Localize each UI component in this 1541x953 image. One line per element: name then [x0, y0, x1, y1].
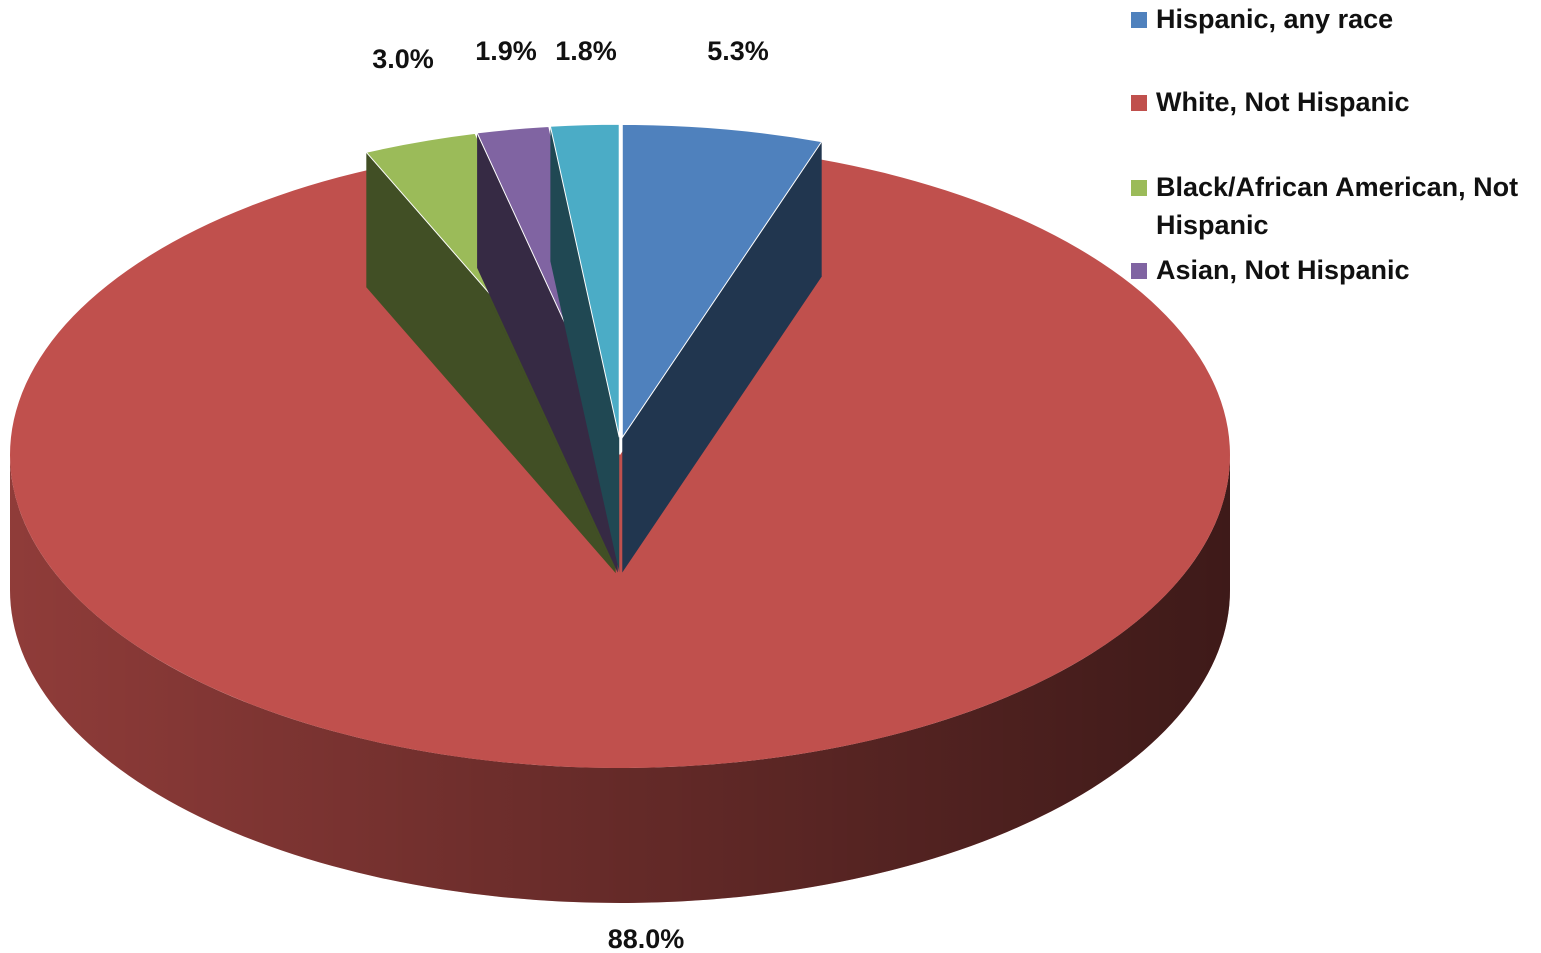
legend-label-black: Black/African American, Not Hispanic — [1156, 172, 1519, 240]
legend-item-asian: Asian, Not Hispanic — [1128, 251, 1410, 289]
legend-item-white: White, Not Hispanic — [1128, 83, 1410, 121]
legend-label-asian: Asian, Not Hispanic — [1156, 255, 1410, 285]
legend-label-white: White, Not Hispanic — [1156, 87, 1410, 117]
data-label-black: 3.0% — [372, 44, 434, 74]
data-label-white: 88.0% — [608, 924, 685, 953]
legend-label-hispanic: Hispanic, any race — [1156, 4, 1394, 34]
legend-swatch-asian — [1131, 263, 1147, 279]
data-label-other: 1.8% — [555, 36, 617, 66]
pie-slice-hispanic — [621, 123, 823, 573]
pie-slice-other — [549, 123, 620, 573]
legend-swatch-white — [1131, 95, 1147, 111]
legend-swatch-black — [1131, 180, 1147, 196]
data-label-hispanic: 5.3% — [707, 36, 769, 66]
data-label-asian: 1.9% — [475, 36, 537, 66]
legend-item-hispanic: Hispanic, any race — [1128, 0, 1393, 38]
legend-item-black: Black/African American, Not Hispanic — [1128, 168, 1538, 244]
pie-slice-white — [9, 159, 1230, 903]
legend-swatch-hispanic — [1131, 12, 1147, 28]
